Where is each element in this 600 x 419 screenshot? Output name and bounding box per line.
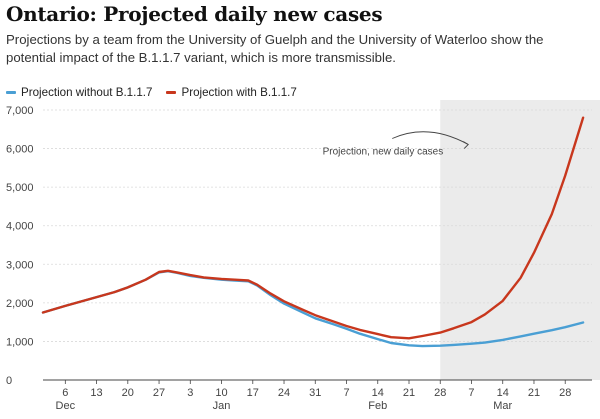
x-tick-label: 28	[434, 387, 446, 399]
x-tick-label: 7	[343, 387, 349, 399]
x-tick-label: 10	[215, 387, 227, 399]
legend-swatch-with	[166, 91, 177, 94]
line-chart: 0 1,000 2,000 3,000 4,000 5,000 6,000 7,000 Pro…	[6, 100, 600, 412]
y-tick-label: 5,000	[6, 182, 34, 194]
x-tick-label: 13	[90, 387, 102, 399]
x-tick-label: 28	[559, 387, 571, 399]
legend-item-with: Projection with B.1.1.7	[166, 86, 297, 99]
legend-item-without: Projection without B.1.1.7	[6, 86, 152, 99]
x-tick-label: 21	[528, 387, 540, 399]
annotation-arrowhead	[463, 141, 469, 149]
x-tick-label: 3	[187, 387, 193, 399]
x-tick-label: 7	[468, 387, 474, 399]
y-tick-label: 0	[6, 375, 12, 387]
y-tick-label: 6,000	[6, 144, 34, 156]
legend-swatch-without	[6, 91, 16, 94]
series-line-with-b117	[41, 116, 585, 340]
x-tick-label: 24	[278, 387, 290, 399]
x-tick-label: 31	[309, 387, 321, 399]
annotation-text: Projection, new daily cases	[323, 147, 444, 158]
x-month-label: Jan	[213, 400, 231, 412]
x-tick-label: 14	[372, 387, 384, 399]
x-month-label: Feb	[368, 400, 387, 412]
annotation-arrow	[392, 131, 469, 145]
y-tick-label: 1,000	[6, 336, 34, 348]
x-tick-label: 17	[247, 387, 259, 399]
x-tick-label: 6	[62, 387, 68, 399]
chart-title: Ontario: Projected daily new cases	[6, 2, 383, 26]
y-tick-label: 7,000	[6, 105, 34, 117]
x-tick-label: 14	[497, 387, 509, 399]
x-tick-label: 21	[403, 387, 415, 399]
x-month-label: Mar	[493, 400, 512, 412]
chart-subtitle: Projections by a team from the Universit…	[6, 32, 544, 65]
y-tick-label: 4,000	[6, 221, 34, 233]
x-month-label: Dec	[56, 400, 76, 412]
y-tick-label: 2,000	[6, 298, 34, 310]
x-tick-label: 27	[153, 387, 165, 399]
y-tick-label: 3,000	[6, 259, 34, 271]
legend-label-without: Projection without B.1.1.7	[21, 86, 153, 99]
legend-label-with: Projection with B.1.1.7	[181, 86, 297, 99]
legend: Projection without B.1.1.7 Projection wi…	[6, 86, 311, 99]
x-tick-label: 20	[122, 387, 134, 399]
